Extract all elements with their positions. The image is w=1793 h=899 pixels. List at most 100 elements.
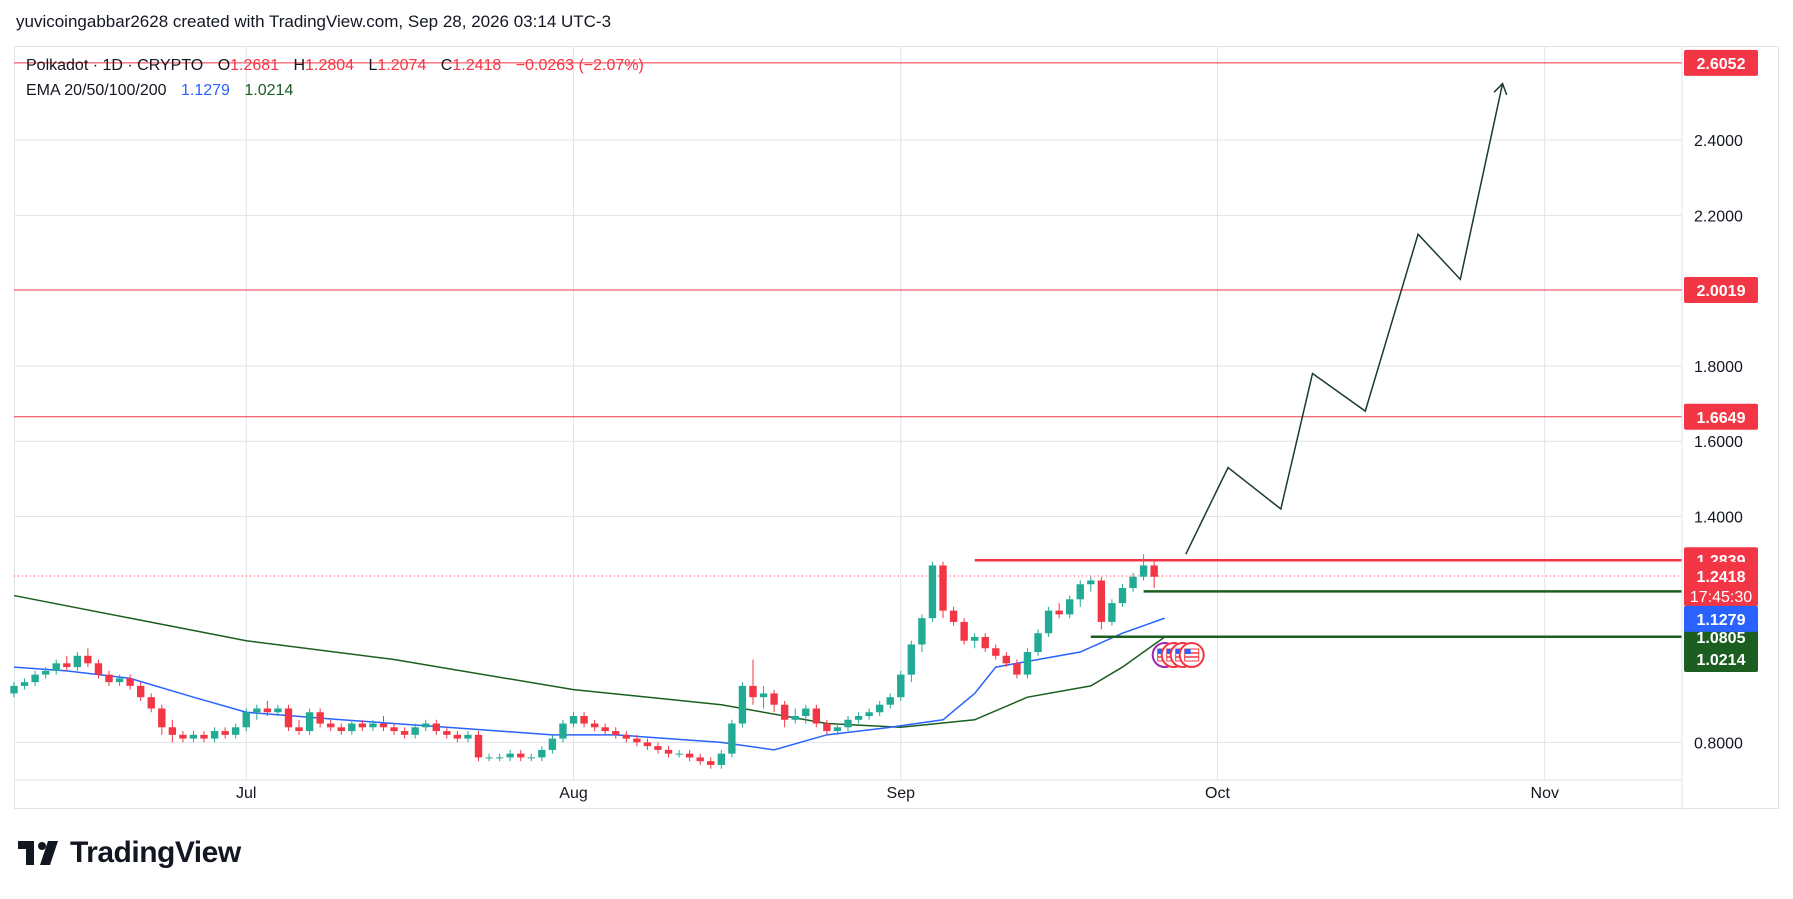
level-label-bg [1684, 49, 1758, 76]
candle-body [1013, 663, 1021, 675]
level-label-bg [1684, 276, 1758, 303]
candle-body [844, 719, 852, 728]
flag-canton [1184, 649, 1191, 654]
candle-body [253, 708, 261, 713]
projection-arrowhead [1493, 82, 1508, 96]
candle-body [379, 723, 388, 728]
candle-body [823, 723, 831, 732]
y-tick-label: 1.4000 [1694, 510, 1743, 527]
candle-body [1002, 655, 1011, 664]
candle-body [886, 697, 894, 705]
chart-frame [14, 46, 1779, 809]
candle-body [664, 749, 673, 754]
level-label: 2.0019 [1697, 283, 1746, 300]
candle-body [897, 674, 905, 698]
candle-body [84, 655, 92, 664]
candle-body [770, 693, 778, 705]
open-label: O [217, 57, 231, 74]
candle-body [295, 727, 303, 732]
candle-body [612, 731, 620, 735]
candle-body [1044, 610, 1053, 634]
candle-body [485, 757, 493, 759]
candle-body [1118, 588, 1127, 604]
candle-body [738, 685, 747, 724]
candle-body [590, 723, 599, 728]
level-label-bg [1684, 403, 1758, 430]
candle-body [232, 727, 240, 735]
x-tick-label: Nov [1531, 785, 1559, 802]
candle-body [390, 727, 398, 732]
ema20-line [13, 617, 1165, 751]
candle-body [696, 757, 704, 762]
x-tick-label: Oct [1205, 785, 1230, 802]
candle-body [1055, 610, 1063, 615]
open-value: 1.2681 [230, 57, 280, 74]
candle-body [992, 648, 1000, 656]
tradingview-logo[interactable]: TradingView [18, 836, 241, 870]
candle-body [200, 734, 208, 739]
candle-body [1129, 576, 1137, 589]
candle-body [939, 565, 947, 611]
y-tick-label: 2.4000 [1694, 133, 1743, 150]
candle-body [633, 738, 641, 743]
candle-body [749, 685, 757, 698]
candle-body [569, 716, 578, 724]
candle-body [812, 708, 821, 724]
candle-body [527, 757, 535, 759]
candle-body [316, 712, 324, 724]
symbol-label[interactable]: Polkadot · 1D · CRYPTO [26, 57, 204, 74]
price-label: 1.2418 [1697, 569, 1746, 586]
candle-body [1023, 652, 1032, 675]
event-markers[interactable] [1151, 642, 1205, 668]
price-label-bg [1684, 605, 1758, 632]
projection-path [1185, 83, 1504, 555]
candle-body [548, 738, 557, 750]
ema50-value: 1.0214 [244, 82, 294, 99]
candle-body [833, 727, 842, 732]
close-label: C [440, 57, 453, 74]
candle-body [10, 685, 18, 694]
price-label: 1.0214 [1697, 652, 1746, 669]
y-tick-label: 1.8000 [1694, 359, 1743, 376]
candle-body [1066, 599, 1074, 615]
level-label: 2.6052 [1697, 56, 1746, 73]
candle-body [601, 727, 609, 732]
candle-body [907, 644, 916, 675]
candle-body [918, 618, 926, 645]
price-label-bg [1684, 562, 1758, 607]
us-flag-event-icon[interactable] [1178, 642, 1205, 668]
candle-body [443, 731, 451, 735]
candle-body [622, 734, 630, 739]
candle-body [422, 723, 430, 728]
candle-body [495, 757, 504, 759]
candle-body [580, 716, 588, 724]
candle-body [538, 749, 546, 758]
candle-body [854, 716, 863, 720]
candle-body [517, 753, 525, 758]
flag-canton [1157, 649, 1164, 654]
candle-body [970, 636, 979, 641]
candle-body [685, 753, 694, 758]
candle-body [263, 708, 272, 713]
candle-body [707, 761, 715, 765]
candle-body [63, 663, 71, 668]
high-value: 1.2804 [305, 57, 355, 74]
candle-body [432, 723, 440, 732]
candle-body [949, 610, 958, 622]
level-label: 1.6649 [1697, 410, 1746, 427]
chart-legend: Polkadot · 1D · CRYPTO O1.2681 H1.2804 L… [26, 53, 644, 103]
candle-body [52, 663, 60, 671]
candle-body [274, 708, 282, 713]
ema20-value: 1.1279 [181, 82, 230, 99]
candle-body [189, 734, 198, 739]
candle-body [802, 708, 810, 717]
candle-body [179, 734, 187, 739]
candle-body [981, 636, 989, 649]
ema-label[interactable]: EMA 20/50/100/200 [26, 82, 167, 99]
price-labels: 2.60522.00191.66491.28391.20121.08051.24… [1684, 49, 1758, 673]
grid [14, 46, 1682, 780]
ema-row: EMA 20/50/100/200 1.1279 1.0214 [26, 78, 644, 103]
candle-body [136, 685, 145, 698]
candle-body [158, 708, 166, 728]
